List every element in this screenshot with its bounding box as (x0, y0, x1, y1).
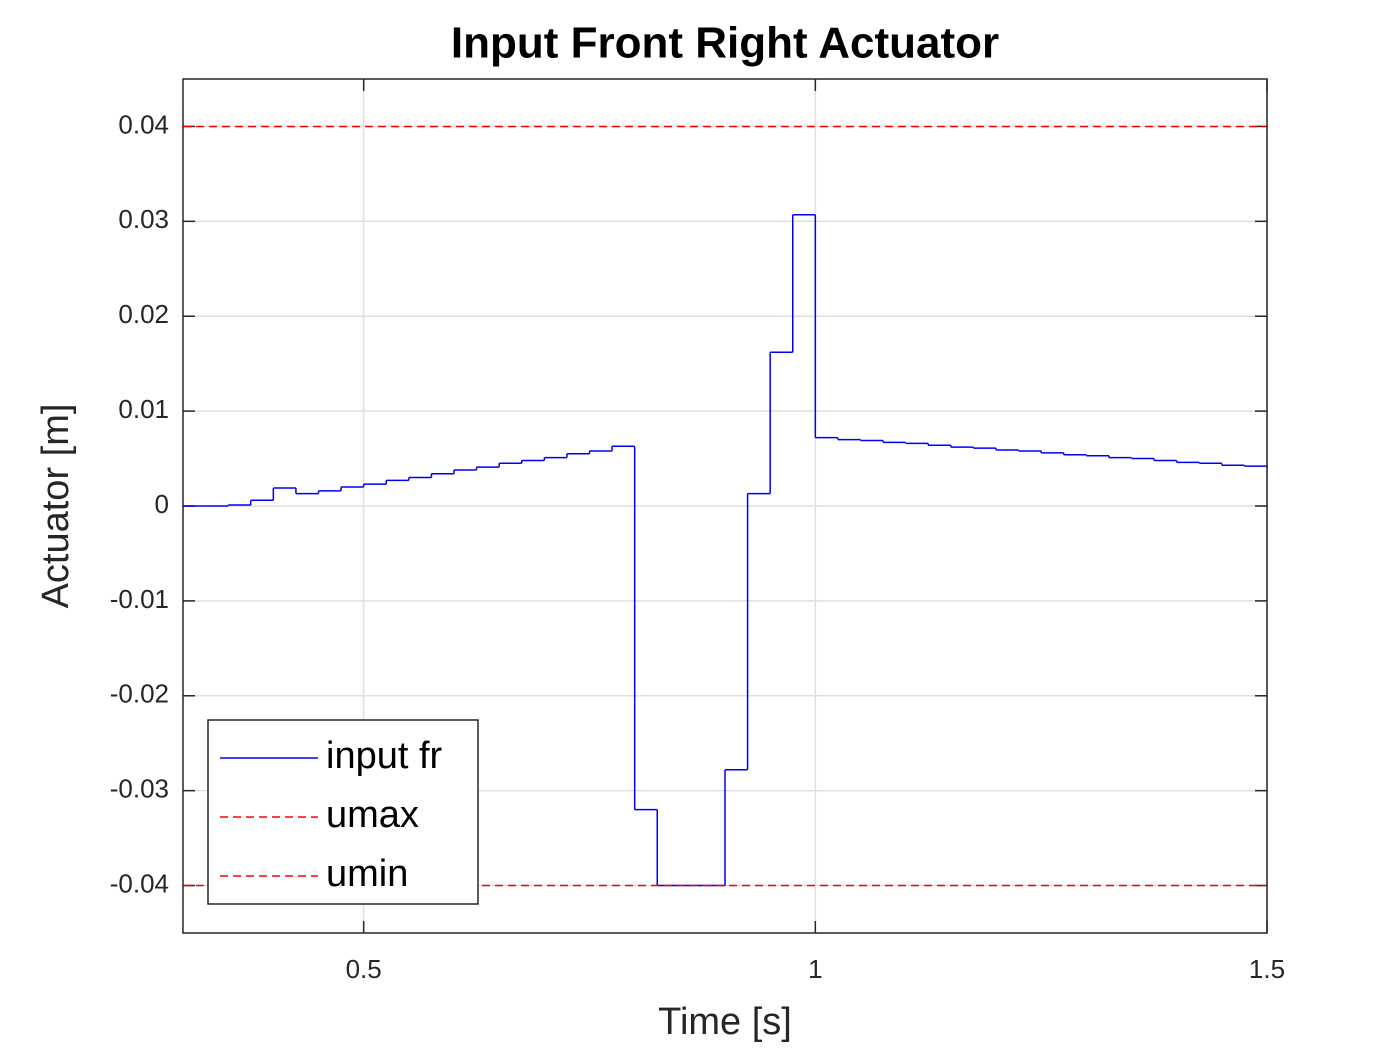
y-tick-label: -0.03 (110, 774, 169, 804)
x-tick-label: 1.5 (1249, 954, 1285, 984)
legend-box (207, 719, 479, 905)
y-tick-label: 0 (155, 489, 169, 519)
legend-label: umax (326, 794, 419, 836)
y-tick-label: -0.04 (110, 868, 169, 898)
legend-label: input fr (326, 735, 443, 777)
y-tick-label: -0.02 (110, 679, 169, 709)
x-axis-label: Time [s] (658, 1001, 792, 1043)
y-tick-label: 0.02 (118, 299, 169, 329)
y-axis-label: Actuator [m] (35, 404, 77, 609)
legend-label: umin (326, 853, 408, 895)
y-tick-label: 0.04 (118, 109, 169, 139)
legend: input fr umax umin (207, 719, 479, 905)
x-tick-label: 0.5 (346, 954, 382, 984)
x-tick-label: 1 (808, 954, 822, 984)
y-tick-label: -0.01 (110, 584, 169, 614)
y-tick-label: 0.01 (118, 394, 169, 424)
chart-title: Input Front Right Actuator (451, 19, 999, 68)
y-tick-label: 0.03 (118, 204, 169, 234)
axes-box (182, 78, 1268, 934)
